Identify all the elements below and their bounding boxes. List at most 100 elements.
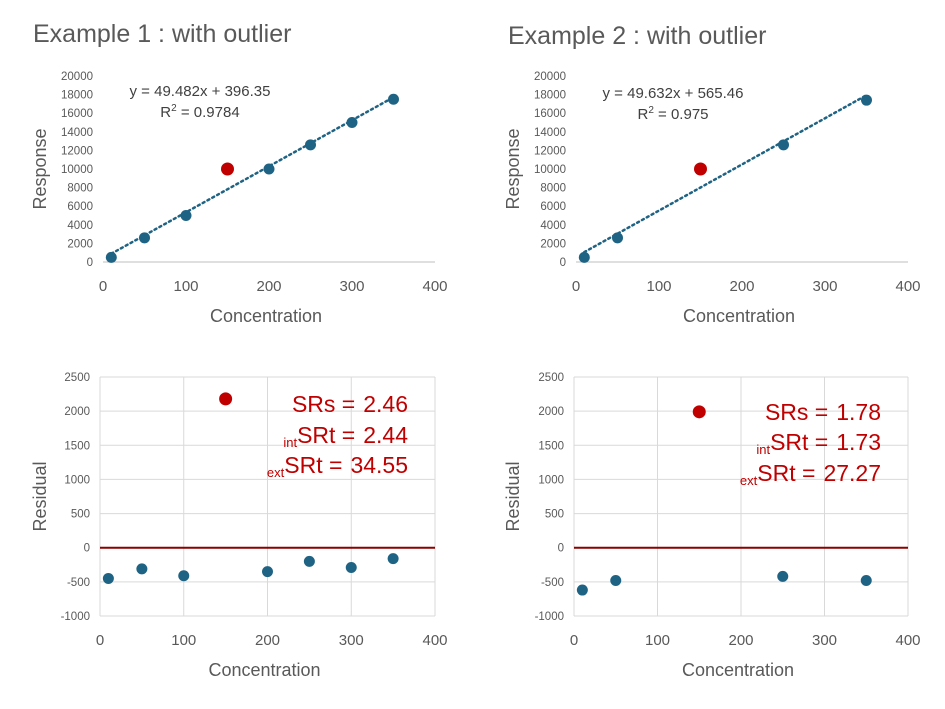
y-tick-label: 8000 <box>67 183 93 195</box>
data-point <box>612 232 623 244</box>
x-tick-label: 100 <box>171 632 196 649</box>
stat-label: SRs = <box>765 399 828 425</box>
y-tick-label: 2000 <box>64 406 90 418</box>
stat-value: 2.44 <box>363 422 408 448</box>
trendline-equation: y = 49.482x + 396.35 <box>130 83 271 100</box>
ex2-calibration-chart: 0200040006000800010000120001400016000180… <box>503 71 921 326</box>
data-point <box>303 555 315 567</box>
data-point <box>388 93 399 105</box>
ex1-calibration-chart: 0200040006000800010000120001400016000180… <box>30 71 448 326</box>
y-tick-label: 20000 <box>534 71 566 83</box>
y-tick-label: 10000 <box>61 164 93 176</box>
y-tick-label: 2000 <box>540 238 566 250</box>
x-tick-label: 100 <box>173 278 198 295</box>
x-tick-label: 0 <box>99 278 107 295</box>
stat-line: SRs = 1.78 <box>765 399 881 425</box>
x-tick-label: 200 <box>256 278 281 295</box>
y-tick-label: 2000 <box>67 238 93 250</box>
y-tick-label: -500 <box>67 577 90 589</box>
stat-line: intSRt = 1.73 <box>756 429 881 457</box>
x-tick-label: 300 <box>812 632 837 649</box>
data-point <box>345 562 357 574</box>
stat-label: SRt = <box>297 422 355 448</box>
r-squared-label: R2 = 0.975 <box>637 105 708 123</box>
x-axis-title: Concentration <box>208 660 320 680</box>
y-tick-label: 0 <box>558 543 564 555</box>
y-tick-label: 18000 <box>61 90 93 102</box>
data-point <box>387 553 399 565</box>
x-tick-label: 100 <box>645 632 670 649</box>
data-point <box>262 566 273 578</box>
trendline <box>583 93 868 254</box>
r-squared-superscript: 2 <box>648 105 654 116</box>
x-tick-label: 0 <box>570 632 578 649</box>
y-tick-label: -1000 <box>535 611 564 623</box>
y-axis-title: Residual <box>30 461 50 531</box>
x-tick-label: 0 <box>96 632 104 649</box>
y-tick-label: 16000 <box>61 108 93 120</box>
r-squared-value: = 0.9784 <box>177 104 240 121</box>
data-point <box>305 139 316 151</box>
ex1-residual-chart: -1000 -500 0 500 1000 1500 2000 2500 0 100 200 300 4… <box>30 372 448 680</box>
y-axis-title: Response <box>30 128 50 209</box>
x-tick-label: 0 <box>572 278 580 295</box>
stat-subscript: int <box>756 442 770 457</box>
y-tick-label: 6000 <box>67 201 93 213</box>
y-tick-label: 2000 <box>538 406 564 418</box>
data-point <box>576 584 588 596</box>
y-tick-label: -1000 <box>61 611 90 623</box>
y-axis-title: Response <box>503 128 523 209</box>
stat-value: 27.27 <box>823 460 881 486</box>
y-tick-label: 16000 <box>534 108 566 120</box>
y-tick-label: 12000 <box>61 145 93 157</box>
data-point <box>102 572 114 584</box>
x-tick-label: 300 <box>339 278 364 295</box>
stat-label: SRs = <box>292 391 355 417</box>
data-point <box>578 251 590 263</box>
data-point <box>346 117 358 128</box>
x-tick-label: 200 <box>728 632 753 649</box>
x-tick-label: 300 <box>339 632 364 649</box>
stat-value: 2.46 <box>363 391 408 417</box>
stat-label: SRt = <box>284 452 342 478</box>
r-squared-prefix: R <box>637 106 648 123</box>
data-point <box>860 574 872 586</box>
y-tick-label: 10000 <box>534 164 566 176</box>
stat-value: 1.73 <box>836 429 881 455</box>
x-axis-title: Concentration <box>683 306 795 326</box>
y-tick-label: 6000 <box>540 201 566 213</box>
outlier-point <box>221 162 234 176</box>
x-tick-label: 300 <box>812 278 837 295</box>
data-point <box>861 94 872 106</box>
data-point <box>136 563 148 575</box>
y-tick-label: 2500 <box>64 372 90 384</box>
x-tick-label: 100 <box>646 278 671 295</box>
data-point <box>778 139 789 151</box>
example-1-title: Example 1 : with outlier <box>33 20 292 48</box>
data-point <box>610 574 622 586</box>
stat-label: SRt = <box>770 429 828 455</box>
y-tick-label: 20000 <box>61 71 93 83</box>
x-tick-label: 200 <box>255 632 280 649</box>
r-squared-superscript: 2 <box>171 103 177 114</box>
y-tick-label: 500 <box>545 509 564 521</box>
trendline <box>110 96 395 255</box>
x-tick-label: 200 <box>729 278 754 295</box>
data-point <box>777 570 789 582</box>
x-axis-title: Concentration <box>210 306 322 326</box>
data-point <box>139 232 150 244</box>
stat-subscript: int <box>283 435 297 450</box>
data-point <box>105 251 117 263</box>
stat-label: SRt = <box>757 460 815 486</box>
y-tick-label: 0 <box>87 257 93 269</box>
y-tick-label: 1000 <box>64 474 90 486</box>
stat-subscript: ext <box>267 465 285 480</box>
outlier-point <box>219 392 233 406</box>
y-tick-label: 0 <box>560 257 566 269</box>
y-tick-label: 8000 <box>540 183 566 195</box>
y-tick-label: 1500 <box>64 440 90 452</box>
y-tick-label: 4000 <box>540 220 566 232</box>
data-point <box>263 163 275 175</box>
y-tick-label: 1000 <box>538 474 564 486</box>
